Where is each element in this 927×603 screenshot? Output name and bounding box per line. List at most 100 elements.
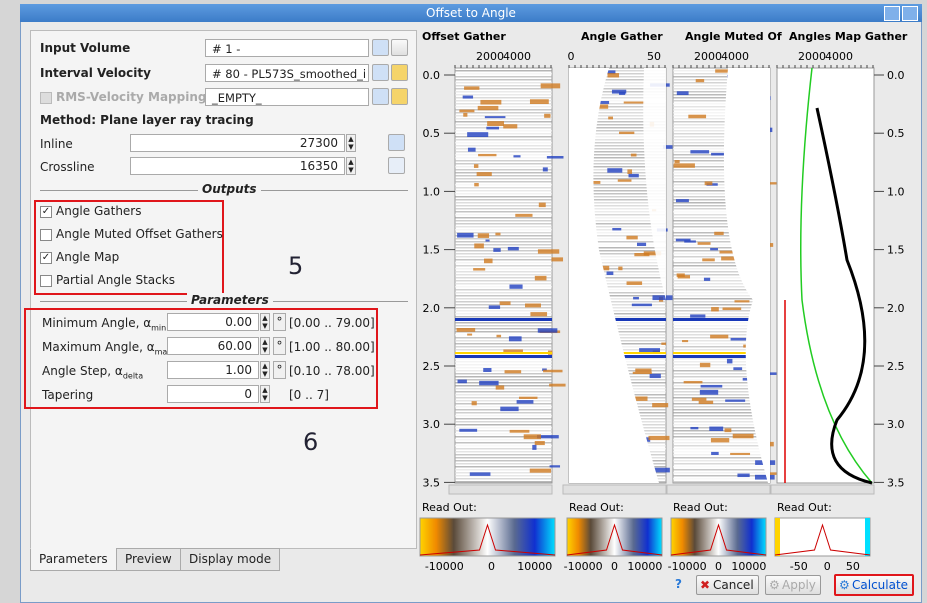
seismic-band xyxy=(455,478,552,480)
seismic-band xyxy=(455,166,552,168)
seismic-event xyxy=(730,453,750,455)
seismic-band xyxy=(455,358,552,360)
seismic-event xyxy=(457,233,473,238)
spin-button[interactable]: ▲▼ xyxy=(260,337,270,355)
checkbox[interactable]: ✓ xyxy=(40,252,52,264)
seismic-event xyxy=(459,110,474,113)
seismic-event xyxy=(508,247,519,250)
seismic-event xyxy=(755,475,775,480)
seismic-event xyxy=(513,155,520,157)
seismic-event xyxy=(725,428,732,432)
cancel-button[interactable]: ✖Cancel xyxy=(696,575,759,595)
label-subscript: min xyxy=(151,323,166,332)
x-tick-label: 4000 xyxy=(825,50,853,63)
x-tick-label: 2000 xyxy=(476,50,504,63)
y-tick-label: 2.5 xyxy=(887,360,905,373)
seismic-band xyxy=(455,424,552,426)
seismic-event xyxy=(509,336,522,341)
seismic-band xyxy=(455,223,552,225)
seismic-band xyxy=(673,445,770,447)
seismic-event xyxy=(489,305,500,308)
y-tick-label: 0.0 xyxy=(423,69,441,82)
seismic-band xyxy=(455,325,552,327)
colorbar-tick-label: -10000 xyxy=(564,560,603,573)
seismic-band xyxy=(455,361,552,363)
seismic-band xyxy=(455,403,552,405)
colorbar-end xyxy=(865,518,870,556)
checkbox[interactable]: ✓ xyxy=(40,206,52,218)
seismic-band xyxy=(455,265,552,267)
colorbar-tick-label: 0 xyxy=(488,560,495,573)
seismic-event xyxy=(675,160,680,163)
seismic-band xyxy=(455,454,552,456)
apply-button[interactable]: ⚙Apply xyxy=(765,575,821,595)
seismic-band xyxy=(455,229,552,231)
y-tick-label: 3.5 xyxy=(423,476,441,489)
y-tick-label: 2.0 xyxy=(423,302,441,315)
plot-area xyxy=(777,68,874,483)
seismic-event xyxy=(539,203,546,208)
seismic-band xyxy=(455,178,552,180)
label-subscript: delta xyxy=(123,371,143,380)
y-tick-label: 2.0 xyxy=(887,302,905,315)
seismic-event xyxy=(495,233,500,236)
seismic-band xyxy=(673,466,770,468)
help-icon[interactable]: ? xyxy=(675,577,682,591)
seismic-event xyxy=(541,83,561,88)
seismic-band xyxy=(455,190,552,192)
seismic-band xyxy=(455,226,552,228)
seismic-event xyxy=(472,401,477,405)
read-out-label: Read Out: xyxy=(422,501,477,514)
seismic-event xyxy=(486,240,490,242)
read-out-label: Read Out: xyxy=(569,501,624,514)
seismic-band xyxy=(455,382,552,384)
seismic-event xyxy=(503,124,517,128)
checkbox-label: Angle Map xyxy=(56,250,119,264)
checkbox[interactable] xyxy=(40,275,52,287)
seismic-band xyxy=(455,340,552,342)
colorbar-tick-label: 50 xyxy=(846,560,860,573)
text-field[interactable]: 0 xyxy=(167,385,259,403)
calculate-button[interactable]: ⚙Calculate xyxy=(834,574,914,596)
spin-button[interactable]: ▲▼ xyxy=(260,385,270,403)
colorbar-tick-label: 0 xyxy=(824,560,831,573)
seismic-band xyxy=(455,274,552,276)
seismic-event xyxy=(639,348,660,352)
seismic-band xyxy=(455,172,552,174)
checkbox[interactable] xyxy=(40,229,52,241)
colorbar-tick-label: 0 xyxy=(611,560,618,573)
seismic-event xyxy=(455,355,552,358)
seismic-event xyxy=(535,276,547,281)
button-label: Apply xyxy=(782,578,816,592)
seismic-event xyxy=(478,233,489,238)
seismic-event xyxy=(692,398,707,401)
label-text: Maximum Angle, α xyxy=(42,340,155,354)
seismic-band xyxy=(455,187,552,189)
seismic-event xyxy=(487,121,504,126)
seismic-band xyxy=(455,481,552,483)
seismic-event xyxy=(474,183,479,186)
seismic-band xyxy=(455,337,552,339)
seismic-band xyxy=(455,475,552,477)
seismic-event xyxy=(634,253,649,256)
y-tick-label: 1.0 xyxy=(887,185,905,198)
seismic-event xyxy=(477,172,492,176)
spin-button[interactable]: ▲▼ xyxy=(260,313,270,331)
seismic-event xyxy=(496,335,501,338)
text-field[interactable]: 1.00 xyxy=(167,361,259,379)
y-tick-label: 1.5 xyxy=(887,244,905,257)
seismic-band xyxy=(673,451,770,453)
spin-button[interactable]: ▲▼ xyxy=(260,361,270,379)
seismic-band xyxy=(673,436,770,438)
seismic-event xyxy=(733,434,754,438)
y-tick-label: 3.0 xyxy=(423,418,441,431)
seismic-event xyxy=(505,370,522,373)
range-label: [0.00 .. 79.00] xyxy=(289,316,375,330)
text-field[interactable]: 0.00 xyxy=(167,313,259,331)
seismic-event xyxy=(543,167,548,171)
seismic-event xyxy=(463,96,473,99)
seismic-event xyxy=(619,132,634,134)
seismic-band xyxy=(455,160,552,162)
seismic-event xyxy=(515,214,532,217)
text-field[interactable]: 60.00 xyxy=(167,337,259,355)
